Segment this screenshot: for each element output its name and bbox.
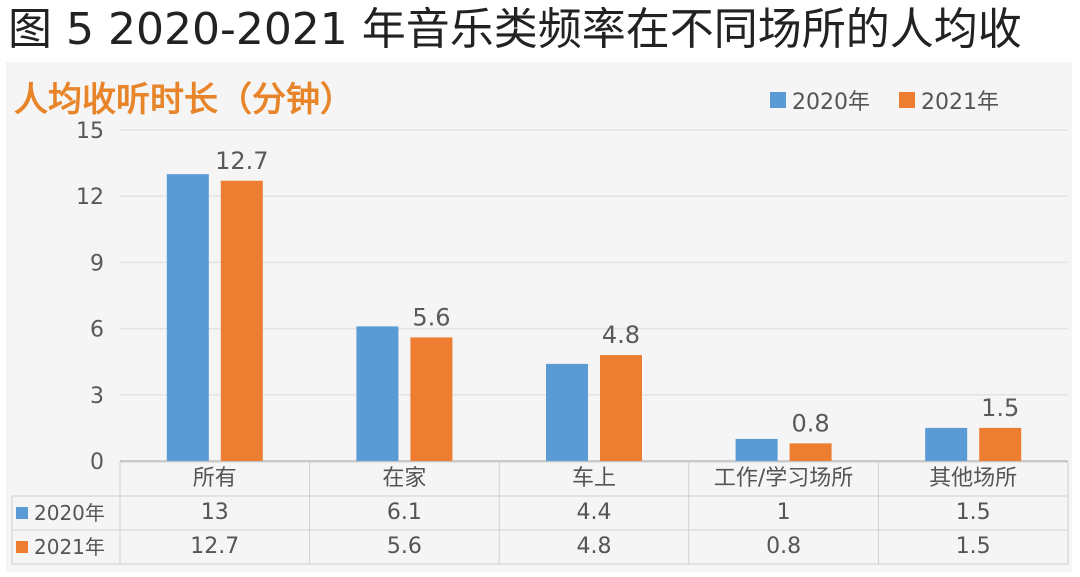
y-tick-label: 9 — [90, 251, 104, 276]
y-tick-label: 6 — [90, 318, 104, 343]
table-row-label: 2021年 — [16, 530, 116, 564]
bar-2020 — [356, 326, 399, 461]
data-label: 12.7 — [215, 147, 268, 175]
table-cell: 4.8 — [576, 534, 612, 559]
data-label: 5.6 — [412, 303, 450, 331]
legend-item-2020: 2020年 — [770, 84, 870, 116]
legend-swatch-2021 — [899, 92, 915, 108]
bar-2020 — [166, 174, 209, 461]
table-cell: 5.6 — [386, 534, 422, 559]
y-tick-label: 12 — [76, 185, 104, 210]
bar-2020 — [546, 363, 588, 461]
data-label: 4.8 — [602, 321, 640, 349]
table-row-name: 2021年 — [34, 535, 105, 559]
y-tick-label: 3 — [90, 384, 104, 409]
table-row-label: 2020年 — [16, 496, 116, 530]
chart-legend: 2020年 2021年 — [770, 84, 1021, 116]
y-tick-label: 0 — [90, 450, 104, 475]
data-label: 1.5 — [981, 394, 1019, 422]
table-cell: 6.1 — [386, 500, 422, 525]
table-cell: 1.5 — [955, 500, 991, 525]
table-cell: 12.7 — [190, 534, 240, 559]
data-label: 0.8 — [792, 409, 830, 437]
bar-2021 — [979, 427, 1022, 461]
x-tick-label: 在家 — [382, 466, 427, 491]
table-swatch — [16, 507, 28, 519]
y-tick-label: 15 — [76, 119, 104, 144]
x-tick-label: 所有 — [192, 466, 237, 491]
table-swatch — [16, 541, 28, 553]
bar-2021 — [600, 355, 642, 461]
bar-2021 — [410, 337, 453, 461]
legend-swatch-2020 — [770, 92, 786, 108]
bar-2020 — [925, 427, 968, 461]
x-tick-label: 其他场所 — [929, 466, 1018, 491]
table-row-name: 2020年 — [34, 501, 105, 525]
x-tick-label: 工作/学习场所 — [713, 466, 854, 491]
table-cell: 1 — [776, 500, 791, 525]
legend-label-2020: 2020年 — [792, 90, 870, 115]
legend-label-2021: 2021年 — [921, 90, 999, 115]
legend-item-2021: 2021年 — [899, 84, 999, 116]
table-cell: 1.5 — [955, 534, 991, 559]
bar-2020 — [735, 438, 778, 461]
page-title: 图 5 2020-2021 年音乐类频率在不同场所的人均收 — [8, 4, 1022, 55]
chart-title: 人均收听时长（分钟） — [14, 80, 354, 120]
x-tick-label: 车上 — [571, 466, 616, 491]
table-cell: 0.8 — [766, 534, 802, 559]
bar-2021 — [789, 443, 832, 461]
table-cell: 13 — [200, 500, 229, 525]
table-cell: 4.4 — [576, 500, 612, 525]
bar-2021 — [220, 180, 263, 461]
